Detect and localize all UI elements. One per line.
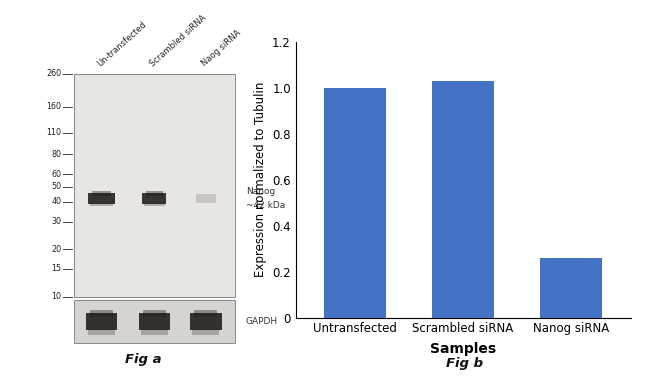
Text: 110: 110 bbox=[47, 128, 62, 137]
Bar bbox=[146, 191, 163, 195]
Y-axis label: Expression normalized to Tubulin: Expression normalized to Tubulin bbox=[254, 82, 266, 277]
Bar bbox=[196, 194, 216, 203]
Bar bbox=[540, 258, 603, 318]
Text: 50: 50 bbox=[51, 182, 62, 191]
Bar bbox=[144, 203, 164, 206]
Bar bbox=[138, 313, 170, 330]
Text: ~42 kDa: ~42 kDa bbox=[246, 201, 285, 210]
Bar bbox=[432, 81, 495, 318]
Bar bbox=[190, 313, 222, 330]
Bar bbox=[74, 300, 235, 343]
Bar bbox=[141, 328, 168, 335]
Bar bbox=[86, 313, 118, 330]
Text: GAPDH: GAPDH bbox=[246, 317, 278, 326]
Text: 15: 15 bbox=[51, 265, 62, 273]
Text: 60: 60 bbox=[51, 170, 62, 178]
Bar bbox=[74, 74, 235, 297]
Bar bbox=[324, 88, 387, 318]
Text: Un-transfected: Un-transfected bbox=[96, 19, 148, 68]
Text: 40: 40 bbox=[51, 197, 62, 206]
Text: 160: 160 bbox=[47, 102, 62, 112]
Text: 30: 30 bbox=[51, 217, 62, 226]
Bar bbox=[90, 203, 113, 206]
Bar bbox=[142, 194, 166, 204]
Text: Nanog: Nanog bbox=[246, 187, 275, 195]
Text: 260: 260 bbox=[46, 69, 62, 78]
Bar bbox=[92, 191, 111, 195]
X-axis label: Samples: Samples bbox=[430, 342, 496, 356]
Text: Scrambled siRNA: Scrambled siRNA bbox=[148, 13, 208, 68]
Bar bbox=[90, 310, 113, 317]
Text: Naog siRNA: Naog siRNA bbox=[200, 28, 242, 68]
Bar bbox=[143, 310, 166, 317]
Text: Fig b: Fig b bbox=[446, 357, 484, 370]
Text: 20: 20 bbox=[51, 245, 62, 254]
Bar bbox=[88, 328, 115, 335]
Text: 10: 10 bbox=[51, 292, 62, 301]
Bar bbox=[194, 310, 217, 317]
Text: Fig a: Fig a bbox=[125, 353, 161, 366]
Text: 80: 80 bbox=[51, 150, 62, 159]
Bar bbox=[88, 194, 115, 204]
Bar bbox=[192, 328, 219, 335]
